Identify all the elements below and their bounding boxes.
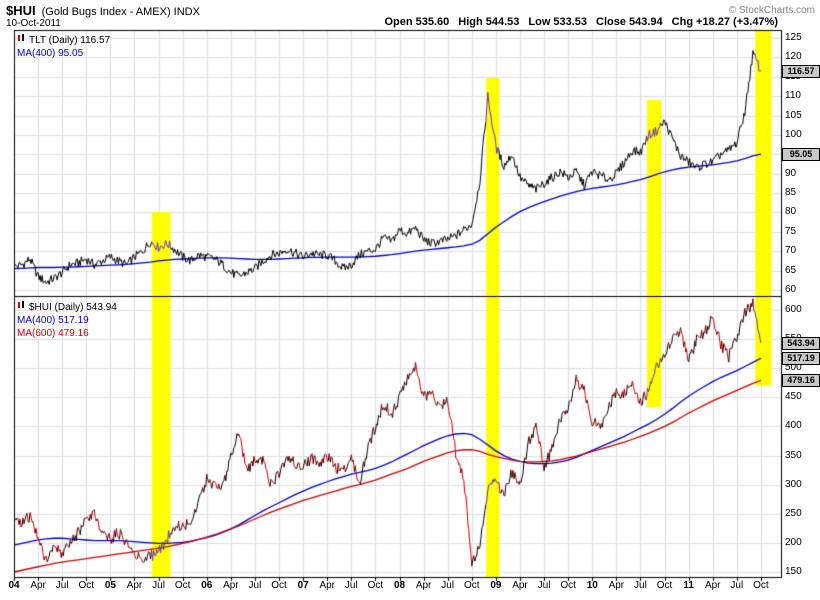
axis-value-box: 116.57 bbox=[782, 64, 820, 78]
x-axis-label: Apr bbox=[30, 580, 46, 591]
hui-legend-title-row: $HUI (Daily) 543.94 bbox=[17, 300, 117, 314]
hui-panel-legend: $HUI (Daily) 543.94 MA(400) 517.19 MA(60… bbox=[17, 300, 117, 340]
x-axis-label: Oct bbox=[78, 580, 95, 591]
y-axis-label: 400 bbox=[785, 420, 802, 432]
quote-open-value: 535.60 bbox=[415, 16, 450, 28]
y-axis-label: 85 bbox=[785, 187, 797, 199]
quote-change-label: Chg bbox=[671, 16, 694, 28]
y-axis-label: 65 bbox=[785, 264, 797, 276]
chart-date: 10-Oct-2011 bbox=[6, 18, 61, 29]
quote-bar: Open 535.60 High 544.53 Low 533.53 Close… bbox=[384, 16, 778, 28]
y-axis-label: 75 bbox=[785, 225, 797, 237]
x-axis-label: Apr bbox=[223, 580, 239, 591]
x-axis-label: 07 bbox=[297, 580, 309, 591]
y-axis-label: 300 bbox=[785, 478, 802, 490]
y-axis-label: 350 bbox=[785, 449, 802, 461]
x-axis-label: Oct bbox=[174, 580, 191, 591]
quote-open-label: Open bbox=[384, 16, 413, 28]
x-axis-label: Oct bbox=[464, 580, 480, 591]
x-axis-label: Oct bbox=[753, 580, 769, 591]
x-axis-label: Oct bbox=[271, 580, 287, 591]
y-axis-label: 110 bbox=[785, 90, 801, 102]
quote-low-label: Low bbox=[528, 16, 551, 28]
axis-value-box: 517.19 bbox=[782, 352, 820, 366]
y-axis-label: 250 bbox=[785, 507, 802, 519]
tlt-legend-title: TLT (Daily) 116.57 bbox=[29, 34, 111, 46]
quote-open: Open 535.60 bbox=[384, 16, 449, 28]
axis-value-box: 95.05 bbox=[782, 148, 820, 162]
symbol-title: $HUI bbox=[6, 3, 36, 18]
hui-legend-title: $HUI (Daily) 543.94 bbox=[29, 301, 117, 313]
quote-change-value: +18.27 (+3.47%) bbox=[696, 16, 778, 28]
y-axis-label: 500 bbox=[785, 362, 802, 374]
y-axis-label: 90 bbox=[785, 167, 797, 179]
x-axis-label: Jul bbox=[55, 580, 69, 591]
x-axis-label: Apr bbox=[415, 580, 432, 591]
axis-value-box: 543.94 bbox=[782, 336, 820, 350]
header: $HUI (Gold Bugs Index - AMEX) INDX bbox=[6, 3, 200, 18]
quote-low: Low 533.53 bbox=[528, 16, 587, 28]
x-axis-label: 04 bbox=[8, 580, 20, 591]
chart-subtitle: (Gold Bugs Index - AMEX) INDX bbox=[41, 6, 200, 18]
x-axis-label: Oct bbox=[656, 580, 673, 591]
y-axis-label: 150 bbox=[785, 566, 802, 577]
y-axis-label: 60 bbox=[785, 284, 797, 295]
x-axis-label: Jul bbox=[248, 580, 262, 591]
x-axis-label: 11 bbox=[683, 580, 694, 591]
chart-type-icon bbox=[17, 300, 26, 314]
quote-high-value: 544.53 bbox=[485, 16, 520, 28]
x-axis-label: Apr bbox=[126, 580, 143, 591]
y-axis-label: 100 bbox=[785, 128, 802, 140]
x-axis-label: 08 bbox=[393, 580, 406, 591]
x-axis-label: Apr bbox=[512, 580, 528, 591]
quote-close-value: 543.94 bbox=[629, 16, 663, 28]
axis-value-box: 479.16 bbox=[782, 374, 820, 388]
y-axis-label: 70 bbox=[785, 245, 797, 257]
tlt-ma400-legend: MA(400) 95.05 bbox=[17, 48, 84, 59]
x-axis-label: Apr bbox=[319, 580, 335, 591]
quote-low-value: 533.53 bbox=[553, 16, 588, 28]
y-axis-label: 105 bbox=[785, 109, 802, 121]
y-axis-label: 120 bbox=[785, 51, 802, 63]
y-axis-label: 600 bbox=[785, 304, 802, 315]
x-axis-label: Oct bbox=[560, 580, 576, 591]
hui-ma400-legend: MA(400) 517.19 bbox=[17, 315, 89, 326]
x-axis-label: Jul bbox=[152, 580, 165, 591]
x-axis-label: 06 bbox=[201, 580, 213, 591]
x-axis-label: Apr bbox=[704, 580, 721, 591]
y-axis-label: 450 bbox=[785, 391, 802, 403]
quote-high-label: High bbox=[458, 16, 483, 28]
x-axis-label: Jul bbox=[441, 580, 455, 591]
x-axis-label: Jul bbox=[344, 580, 358, 591]
tlt-panel-legend: TLT (Daily) 116.57 MA(400) 95.05 bbox=[17, 33, 110, 60]
x-axis-label: Jul bbox=[730, 580, 744, 591]
quote-high: High 544.53 bbox=[458, 16, 519, 28]
chart-type-icon bbox=[17, 33, 26, 47]
x-axis-label: 05 bbox=[104, 580, 116, 591]
quote-close: Close 543.94 bbox=[596, 16, 663, 28]
tlt-legend-title-row: TLT (Daily) 116.57 bbox=[17, 33, 110, 47]
x-axis-label: 09 bbox=[490, 580, 502, 591]
y-axis-label: 80 bbox=[785, 206, 797, 218]
quote-close-label: Close bbox=[596, 16, 626, 28]
y-axis-label: 125 bbox=[785, 32, 802, 43]
hui-ma600-legend: MA(600) 479.16 bbox=[17, 328, 89, 339]
quote-change: Chg +18.27 (+3.47%) bbox=[672, 16, 778, 28]
copyright-label: © StockCharts.com bbox=[728, 5, 815, 16]
y-axis-label: 200 bbox=[785, 536, 802, 548]
x-axis-label: Apr bbox=[608, 580, 625, 591]
x-axis-label: Jul bbox=[537, 580, 551, 591]
x-axis-label: Jul bbox=[634, 580, 647, 591]
x-axis-label: Oct bbox=[367, 580, 384, 591]
x-axis-label: 10 bbox=[586, 580, 598, 591]
